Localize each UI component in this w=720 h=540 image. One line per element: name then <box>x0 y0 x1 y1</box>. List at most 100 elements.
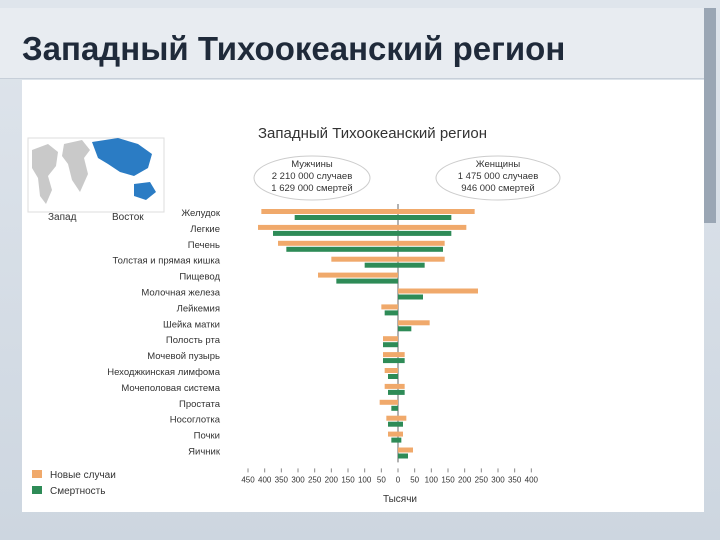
chart-title: Западный Тихоокеанский регион <box>258 125 487 142</box>
bar-female-cases <box>398 383 405 389</box>
bar-male-cases <box>384 368 398 373</box>
bar-female-deaths <box>398 437 402 443</box>
male-summary-box: Мужчины 2 210 000 случаев 1 629 000 смер… <box>253 155 371 201</box>
world-map-inset: Запад Восток <box>27 137 165 223</box>
bar-male-cases <box>383 336 398 342</box>
bar-male-deaths <box>388 389 398 395</box>
bar-female-cases <box>398 224 467 230</box>
bar-male-cases <box>384 383 398 389</box>
bar-female-cases <box>398 288 478 294</box>
bar-male-cases <box>386 415 398 421</box>
right-accent-bar <box>704 8 716 223</box>
x-tick-label: 450 <box>241 475 255 484</box>
category-label: Мочевой пузырь <box>147 351 220 362</box>
bar-female-deaths <box>398 294 423 300</box>
x-tick-label: 50 <box>410 475 419 484</box>
bar-male-deaths <box>384 310 398 316</box>
x-axis: 450 400 350 300 250 200 150 100 50 0 50 100 150 200 25… <box>241 468 539 484</box>
category-label: Почки <box>194 431 220 442</box>
bar-female-cases <box>398 240 445 246</box>
chart-bars <box>258 204 478 463</box>
map-land-europe-africa <box>62 140 90 192</box>
bar-female-cases <box>398 256 445 262</box>
slide-title: Западный Тихоокеанский регион <box>22 30 566 67</box>
bar-male-deaths <box>383 358 398 364</box>
bar-female-cases <box>398 352 405 358</box>
map-region-oceania <box>134 182 156 200</box>
x-tick-label: 100 <box>425 475 439 484</box>
bar-male-deaths <box>336 278 398 284</box>
bar-male-cases <box>381 304 398 310</box>
map-land-americas <box>32 144 58 204</box>
category-label: Простата <box>179 399 221 410</box>
legend-label-deaths: Смертность <box>50 486 105 497</box>
bar-female-deaths <box>398 262 425 268</box>
x-tick-label: 250 <box>308 475 322 484</box>
map-label-west: Запад <box>48 212 77 223</box>
x-tick-label: 400 <box>258 475 272 484</box>
legend-label-cases: Новые случаи <box>50 470 116 481</box>
category-label: Неходжкинская лимфома <box>107 367 220 378</box>
bar-male-cases <box>278 240 398 246</box>
category-label: Печень <box>188 240 220 251</box>
x-tick-label: 0 <box>396 475 401 484</box>
female-summary-outline <box>435 155 561 201</box>
female-summary-line2: 1 475 000 случаев <box>458 171 539 182</box>
category-label: Носоглотка <box>170 415 221 426</box>
legend: Новые случаи Смертность <box>32 470 116 497</box>
x-tick-label: 150 <box>341 475 355 484</box>
bar-female-deaths <box>398 421 403 427</box>
category-label: Пищевод <box>179 272 220 283</box>
bar-male-deaths <box>383 342 398 348</box>
category-label: Яичник <box>188 447 221 458</box>
bar-female-cases <box>398 447 413 453</box>
category-label: Мочеполовая система <box>121 383 220 394</box>
title-band: Западный Тихоокеанский регион <box>0 8 704 79</box>
bar-female-cases <box>398 320 430 326</box>
x-tick-label: 150 <box>441 475 455 484</box>
female-summary-line1: Женщины <box>476 159 521 170</box>
bar-female-deaths <box>398 326 412 332</box>
category-label: Шейка матки <box>163 319 220 330</box>
male-summary-line1: Мужчины <box>291 159 333 170</box>
x-tick-label: 200 <box>458 475 472 484</box>
category-label: Легкие <box>190 224 220 235</box>
male-summary-line2: 2 210 000 случаев <box>272 171 353 182</box>
bar-male-deaths <box>388 374 398 379</box>
bar-male-cases <box>388 431 398 437</box>
bar-male-cases <box>331 256 398 262</box>
bar-female-cases <box>398 209 475 214</box>
bar-male-cases <box>383 352 398 358</box>
bar-female-deaths <box>398 389 405 395</box>
x-axis-label: Тысячи <box>383 494 417 505</box>
bar-male-deaths <box>391 437 398 443</box>
x-tick-label: 200 <box>325 475 339 484</box>
x-tick-label: 100 <box>358 475 372 484</box>
bar-female-cases <box>398 431 403 437</box>
x-tick-label: 50 <box>377 475 386 484</box>
bar-male-deaths <box>273 230 398 236</box>
female-summary-box: Женщины 1 475 000 случаев 946 000 смерте… <box>435 155 561 201</box>
bar-male-cases <box>261 209 398 214</box>
bar-male-cases <box>379 399 398 405</box>
bar-female-deaths <box>398 246 443 252</box>
category-label: Толстая и прямая кишка <box>113 256 221 267</box>
bar-male-deaths <box>364 262 398 268</box>
content-area: Запад Восток Западный Тихоокеанский реги… <box>22 80 704 512</box>
category-label: Полость рта <box>166 335 221 346</box>
x-tick-label: 350 <box>275 475 289 484</box>
bar-male-deaths <box>391 405 398 411</box>
legend-swatch-cases <box>32 470 42 478</box>
male-summary-outline <box>253 155 371 201</box>
bar-female-deaths <box>398 358 405 364</box>
bar-male-deaths <box>286 246 398 252</box>
category-label: Молочная железа <box>141 288 220 299</box>
bar-female-cases <box>398 415 407 421</box>
x-tick-label: 350 <box>508 475 522 484</box>
male-summary-line3: 1 629 000 смертей <box>271 183 352 194</box>
bar-female-deaths <box>398 453 408 459</box>
category-labels: Желудок Легкие Печень Толстая и прямая кишк… <box>107 208 221 458</box>
x-tick-label: 300 <box>491 475 505 484</box>
category-label: Желудок <box>181 208 220 219</box>
bar-male-deaths <box>294 215 398 220</box>
